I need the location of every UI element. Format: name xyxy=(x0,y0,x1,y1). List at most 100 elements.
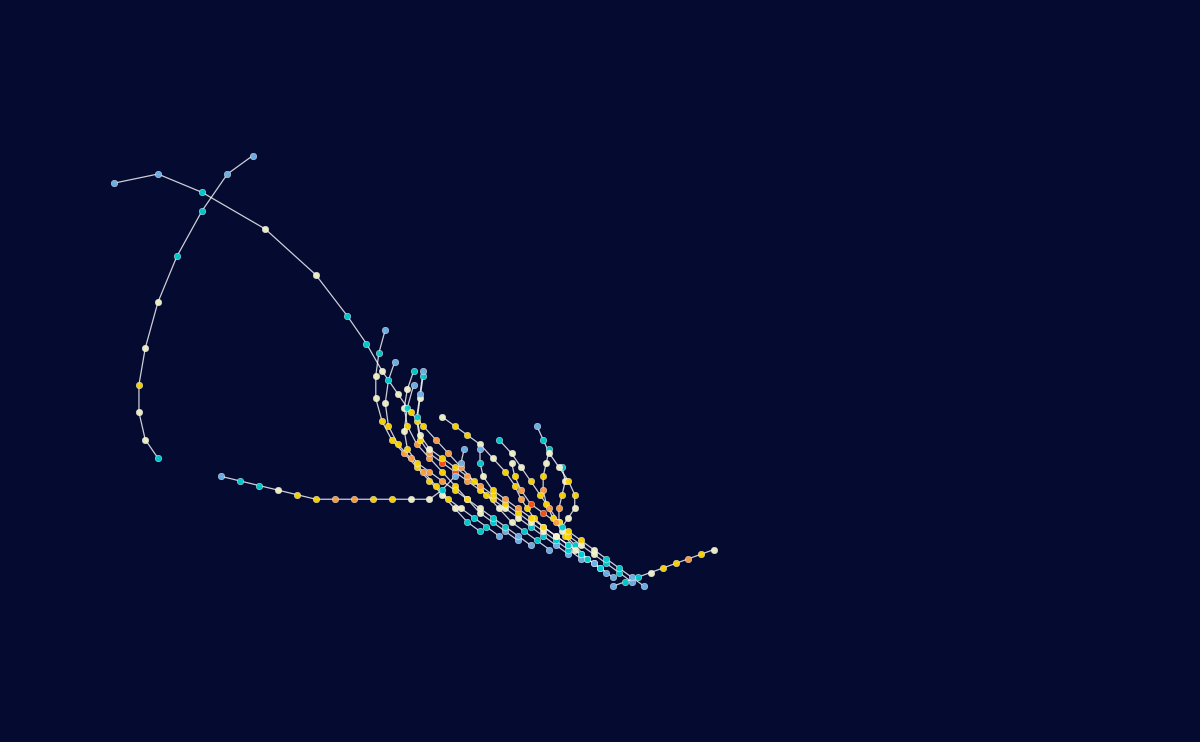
Point xyxy=(565,489,584,501)
Point xyxy=(534,434,553,446)
Point xyxy=(401,452,420,464)
Point xyxy=(451,502,470,514)
Point xyxy=(404,365,424,377)
Point xyxy=(432,475,451,487)
Point xyxy=(445,479,464,491)
Point xyxy=(509,534,528,546)
Point xyxy=(382,493,401,505)
Point xyxy=(584,557,604,569)
Point xyxy=(445,502,464,514)
Point xyxy=(565,502,584,514)
Point xyxy=(372,416,391,427)
Point xyxy=(344,493,364,505)
Point xyxy=(635,580,654,592)
Point xyxy=(287,489,306,501)
Point xyxy=(389,439,408,450)
Point xyxy=(451,462,470,473)
Point xyxy=(540,544,559,556)
Point xyxy=(420,452,439,464)
Point xyxy=(584,557,604,569)
Point xyxy=(457,429,476,441)
Point xyxy=(167,251,186,263)
Point xyxy=(571,548,590,560)
Point xyxy=(616,576,635,588)
Point xyxy=(325,493,344,505)
Point xyxy=(502,456,521,468)
Point xyxy=(577,553,596,565)
Point xyxy=(536,498,556,510)
Point xyxy=(559,548,578,560)
Point xyxy=(559,539,578,551)
Point xyxy=(511,493,530,505)
Point xyxy=(217,168,236,180)
Point xyxy=(476,489,496,501)
Point xyxy=(149,168,168,180)
Point xyxy=(505,470,524,482)
Point xyxy=(211,470,230,482)
Point xyxy=(571,548,590,560)
Point xyxy=(502,447,521,459)
Point xyxy=(385,356,404,368)
Point xyxy=(401,407,420,418)
Point xyxy=(484,512,503,524)
Point xyxy=(395,447,414,459)
Point xyxy=(470,456,490,468)
Point xyxy=(496,466,515,478)
Point xyxy=(407,439,426,450)
Point xyxy=(559,544,578,556)
Point xyxy=(596,553,616,565)
Point xyxy=(136,342,155,354)
Point xyxy=(104,177,124,189)
Point xyxy=(389,388,408,400)
Point xyxy=(544,512,563,524)
Point xyxy=(484,452,503,464)
Point xyxy=(439,447,458,459)
Point xyxy=(536,456,556,468)
Point xyxy=(484,484,503,496)
Point xyxy=(530,489,550,501)
Point xyxy=(379,374,398,386)
Point xyxy=(559,475,578,487)
Point xyxy=(584,544,604,556)
Point xyxy=(521,512,540,524)
Point xyxy=(641,567,660,579)
Point xyxy=(432,466,451,478)
Point xyxy=(470,502,490,514)
Point xyxy=(455,443,474,455)
Point xyxy=(395,424,414,436)
Point xyxy=(474,470,493,482)
Point xyxy=(521,516,540,528)
Point xyxy=(397,401,416,413)
Point xyxy=(490,502,509,514)
Point xyxy=(622,576,641,588)
Point xyxy=(540,447,559,459)
Point xyxy=(511,484,530,496)
Point xyxy=(550,516,569,528)
Point xyxy=(256,223,275,235)
Point xyxy=(420,443,439,455)
Point xyxy=(470,439,490,450)
Point xyxy=(407,462,426,473)
Point xyxy=(559,512,578,524)
Point xyxy=(366,370,385,381)
Point xyxy=(445,462,464,473)
Point xyxy=(410,393,430,404)
Point xyxy=(521,539,540,551)
Point xyxy=(130,407,149,418)
Point xyxy=(364,493,383,505)
Point xyxy=(376,397,395,409)
Point xyxy=(552,462,571,473)
Point xyxy=(306,493,325,505)
Point xyxy=(556,475,575,487)
Point xyxy=(524,512,544,524)
Point xyxy=(550,502,569,514)
Point xyxy=(546,530,565,542)
Point xyxy=(451,456,470,468)
Point xyxy=(401,493,420,505)
Point xyxy=(534,521,553,533)
Point xyxy=(571,553,590,565)
Point xyxy=(470,443,490,455)
Point xyxy=(496,525,515,537)
Point xyxy=(490,530,509,542)
Point xyxy=(559,530,578,542)
